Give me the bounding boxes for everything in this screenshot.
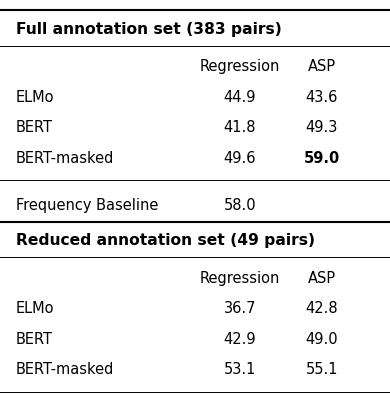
Text: 41.8: 41.8	[223, 120, 256, 135]
Text: 59.0: 59.0	[304, 151, 340, 166]
Text: ASP: ASP	[308, 59, 336, 74]
Text: 44.9: 44.9	[223, 90, 256, 105]
Text: 42.9: 42.9	[223, 332, 256, 347]
Text: ELMo: ELMo	[16, 90, 54, 105]
Text: 58.0: 58.0	[223, 198, 256, 213]
Text: 55.1: 55.1	[305, 363, 338, 377]
Text: 49.3: 49.3	[305, 120, 338, 135]
Text: Regression: Regression	[200, 271, 280, 285]
Text: ASP: ASP	[308, 271, 336, 285]
Text: Reduced annotation set (49 pairs): Reduced annotation set (49 pairs)	[16, 233, 315, 248]
Text: Full annotation set (383 pairs): Full annotation set (383 pairs)	[16, 21, 282, 37]
Text: BERT-masked: BERT-masked	[16, 363, 114, 377]
Text: 42.8: 42.8	[305, 301, 338, 316]
Text: ELMo: ELMo	[16, 301, 54, 316]
Text: BERT: BERT	[16, 120, 53, 135]
Text: 36.7: 36.7	[223, 301, 256, 316]
Text: BERT: BERT	[16, 332, 53, 347]
Text: Frequency Baseline: Frequency Baseline	[16, 198, 158, 213]
Text: BERT-masked: BERT-masked	[16, 151, 114, 166]
Text: Regression: Regression	[200, 59, 280, 74]
Text: 43.6: 43.6	[305, 90, 338, 105]
Text: 49.6: 49.6	[223, 151, 256, 166]
Text: 53.1: 53.1	[223, 363, 256, 377]
Text: 49.0: 49.0	[305, 332, 338, 347]
